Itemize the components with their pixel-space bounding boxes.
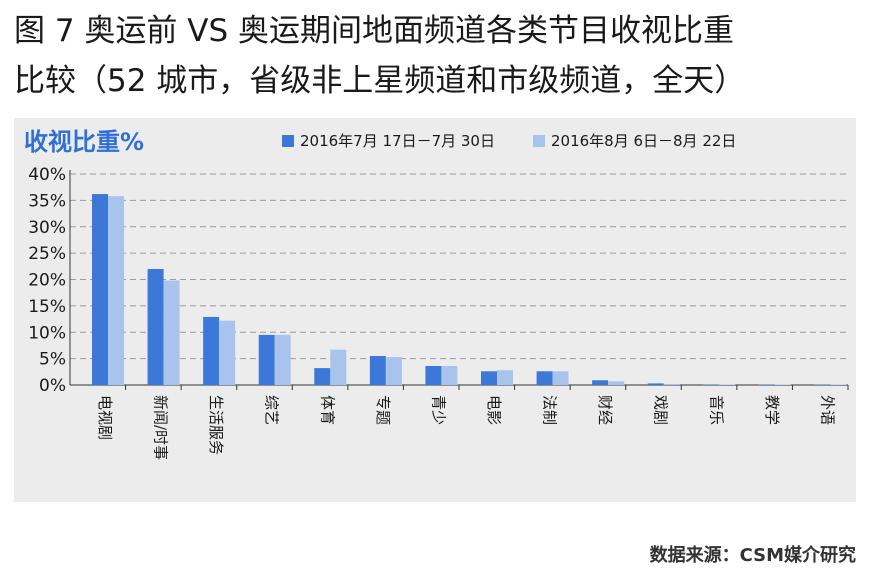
y-tick-label: 15% [28, 297, 66, 317]
y-tick-label: 20% [28, 271, 66, 291]
legend-label-series-2: 2016年8月 6日－8月 22日 [550, 132, 737, 150]
x-tick-label: 法制 [541, 395, 559, 425]
y-tick-label: 5% [39, 350, 66, 370]
y-tick-label: 25% [28, 244, 66, 264]
legend-label-series-1: 2016年7月 17日－7月 30日 [300, 132, 495, 150]
figure-title-line-1: 图 7 奥运前 VS 奥运期间地面频道各类节目收视比重 [14, 13, 735, 49]
x-tick-label: 外语 [818, 395, 836, 425]
x-tick-label: 专题 [374, 395, 392, 425]
legend-item-series-2: 2016年8月 6日－8月 22日 [532, 130, 737, 151]
figure-title: 图 7 奥运前 VS 奥运期间地面频道各类节目收视比重 比较（52 城市，省级非… [14, 6, 864, 106]
y-axis-label: 收视比重% [24, 128, 145, 156]
bar-series-2 [163, 280, 180, 385]
y-tick-label: 35% [28, 191, 66, 211]
bar-series-1 [147, 268, 164, 385]
bar-series-2 [441, 366, 458, 385]
x-tick-label: 电影 [485, 395, 503, 425]
bar-series-1 [258, 334, 275, 385]
x-tick-label: 教学 [763, 395, 781, 425]
x-tick-label: 电视剧 [96, 395, 114, 440]
x-tick-label: 体育 [318, 395, 336, 425]
bar-series-2 [330, 349, 347, 385]
bar-series-2 [663, 383, 680, 385]
bar-series-2 [552, 371, 569, 385]
bar-series-2 [830, 384, 847, 385]
bar-series-1 [536, 371, 553, 385]
bar-series-1 [814, 384, 831, 385]
x-tick-label: 财经 [596, 395, 614, 425]
bar-series-2 [608, 381, 625, 385]
bar-series-2 [719, 384, 736, 385]
x-tick-label: 生活服务 [207, 395, 225, 455]
source-note: 数据来源：CSM媒介研究 [649, 545, 856, 566]
bar-chart: 0% 5% 10% 15% 20% 25% 30% 35% 40% 电视剧 新闻/时事 生活服务 综艺 体… [28, 165, 849, 460]
x-tick-label: 新闻/时事 [152, 395, 170, 460]
x-tick-label: 青少 [429, 395, 447, 425]
bar-series-1 [647, 383, 664, 385]
figure-title-line-2: 比较（52 城市，省级非上星频道和市级频道，全天） [14, 63, 746, 99]
bar-series-2 [774, 384, 791, 385]
bar-series-1 [203, 316, 220, 385]
bar-series-2 [219, 320, 236, 385]
bar-series-1 [758, 384, 775, 385]
x-tick-label: 戏剧 [652, 395, 670, 425]
bar-series-2 [274, 334, 291, 385]
bar-series-1 [314, 368, 331, 385]
bar-series-1 [592, 380, 609, 385]
bar-series-2 [385, 357, 402, 385]
legend-swatch-series-1 [282, 134, 294, 147]
x-tick-label: 综艺 [263, 395, 281, 425]
bar-series-1 [425, 366, 442, 385]
legend: 2016年7月 17日－7月 30日 2016年8月 6日－8月 22日 [282, 130, 736, 151]
y-tick-label: 0% [39, 376, 66, 396]
bar-series-1 [92, 194, 108, 385]
bar-series-2 [108, 196, 124, 385]
bar-series-1 [703, 384, 720, 385]
y-tick-label: 10% [28, 323, 66, 343]
chart-panel: 收视比重% 2016年7月 17日－7月 30日 2016年8月 6日－8月 2… [14, 118, 856, 502]
bar-series-2 [497, 370, 513, 385]
legend-item-series-1: 2016年7月 17日－7月 30日 [282, 130, 495, 151]
bar-series-1 [369, 355, 386, 385]
x-tick-label: 音乐 [707, 395, 725, 425]
bar-series-1 [481, 371, 497, 385]
y-tick-label: 40% [28, 165, 66, 185]
y-tick-label: 30% [28, 218, 66, 238]
legend-swatch-series-2 [532, 134, 545, 147]
